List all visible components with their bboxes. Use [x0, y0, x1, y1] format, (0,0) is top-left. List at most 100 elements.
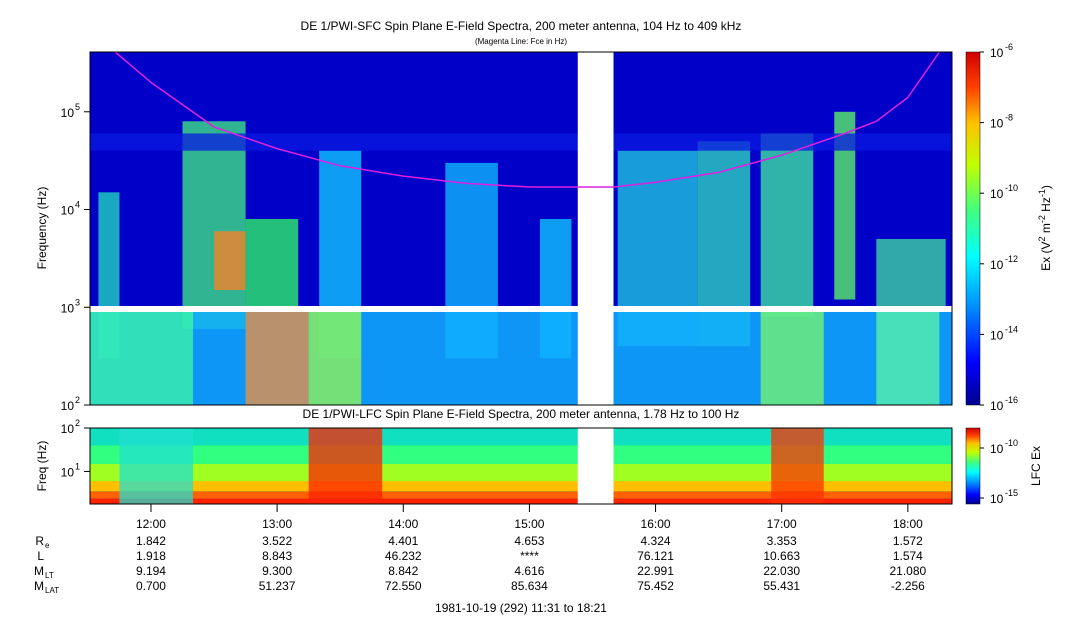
lfc-title: DE 1/PWI-LFC Spin Plane E-Field Spectra,… — [303, 407, 740, 421]
ephemeris-value-2-6: 21.080 — [889, 564, 926, 578]
time-axis: 12:00 13:00 14:00 15:00 16:00 17:00 18:00 — [136, 504, 923, 531]
sfc-cb-tick-label-1: 10 — [990, 117, 1004, 131]
ephemeris-value-3-1: 51.237 — [259, 579, 296, 593]
sfc-frame — [89, 51, 953, 406]
sfc-y-tick-exp-3: 5 — [75, 102, 80, 112]
sfc-y-tick-exp-2: 4 — [75, 200, 80, 210]
sfc-intensity-region-3 — [245, 218, 299, 308]
ephemeris-value-2-0: 9.194 — [136, 564, 166, 578]
ephemeris-value-2-1: 9.300 — [262, 564, 292, 578]
lfc-intensity-region-1 — [771, 428, 824, 504]
lfc-band-0 — [90, 498, 952, 504]
ephemeris-value-1-1: 8.843 — [262, 549, 292, 563]
sfc-data-gap — [577, 52, 614, 405]
ephemeris-label-sub-3: LAT — [45, 586, 59, 595]
ephemeris-label-1: L — [37, 549, 44, 563]
time-tick-label-3: 15:00 — [514, 517, 544, 531]
lfc-band-2 — [90, 481, 952, 492]
lfc-cb-tick-label-0: 10 — [990, 442, 1004, 456]
sfc-intensity-region-2 — [214, 231, 246, 291]
ephemeris-value-3-0: 0.700 — [136, 579, 166, 593]
ephemeris-value-0-4: 4.324 — [641, 534, 671, 548]
ephemeris-value-2-2: 8.842 — [388, 564, 418, 578]
lfc-band-1 — [90, 491, 952, 499]
lfc-y-tick-label-0: 10 — [61, 465, 75, 479]
ephemeris-value-2-4: 22.991 — [637, 564, 674, 578]
sfc-intensity-region-12 — [90, 133, 952, 151]
sfc-cb-label-part-5: -1 — [1037, 189, 1047, 197]
ephemeris-value-1-6: 1.574 — [893, 549, 923, 563]
lfc-data-gap — [577, 428, 614, 504]
time-tick-label-2: 14:00 — [388, 517, 418, 531]
lfc-cb-tick-label-1: 10 — [990, 492, 1004, 506]
sfc-cb-tick-exp-3: -12 — [1005, 254, 1018, 264]
sfc-cb-tick-exp-4: -14 — [1005, 324, 1018, 334]
ephemeris-value-3-3: 85.634 — [511, 579, 548, 593]
lfc-spectrogram — [90, 428, 952, 504]
ephemeris-label-3: M — [34, 579, 44, 593]
ephemeris-label-0: R — [35, 534, 44, 548]
sfc-cb-label-part-3: -2 — [1037, 215, 1047, 223]
time-tick-label-0: 12:00 — [136, 517, 166, 531]
ephemeris-value-3-4: 75.452 — [637, 579, 674, 593]
lfc-y-tick-exp-1: 2 — [75, 418, 80, 428]
sfc-title: DE 1/PWI-SFC Spin Plane E-Field Spectra,… — [301, 19, 742, 33]
ephemeris-value-1-5: 10.663 — [763, 549, 800, 563]
sfc-cb-tick-label-3: 10 — [990, 258, 1004, 272]
sfc-colorbar-label: Ex (V2 m-2 Hz-1) — [1037, 185, 1053, 271]
sfc-low-region-1 — [245, 312, 309, 405]
lfc-cb-tick-exp-0: -10 — [1005, 438, 1018, 448]
sfc-intensity-region-1 — [182, 121, 246, 329]
footer-date-range: 1981-10-19 (292) 11:31 to 18:21 — [435, 601, 607, 615]
lfc-y-tick-label-1: 10 — [61, 422, 75, 436]
sfc-cb-tick-exp-0: -6 — [1005, 42, 1013, 52]
ephemeris-value-3-2: 72.550 — [385, 579, 422, 593]
sfc-y-tick-label-3: 10 — [61, 106, 75, 120]
sfc-cb-tick-exp-5: -16 — [1005, 395, 1018, 405]
sfc-cb-tick-label-4: 10 — [990, 328, 1004, 342]
sfc-low-region-3 — [760, 312, 824, 405]
ephemeris-value-0-2: 4.401 — [388, 534, 418, 548]
ephemeris-value-0-6: 1.572 — [893, 534, 923, 548]
sfc-cb-tick-exp-1: -8 — [1005, 113, 1013, 123]
lfc-band-3 — [90, 463, 952, 482]
ephemeris-value-3-5: 55.431 — [763, 579, 800, 593]
ephemeris-value-2-5: 22.030 — [763, 564, 800, 578]
sfc-y-tick-label-2: 10 — [61, 204, 75, 218]
lfc-intensity-region-2 — [119, 428, 194, 504]
ephemeris-value-2-3: 4.616 — [514, 564, 544, 578]
sfc-cb-tick-label-0: 10 — [990, 46, 1004, 60]
ephemeris-value-1-0: 1.918 — [136, 549, 166, 563]
time-tick-label-1: 13:00 — [262, 517, 292, 531]
time-tick-label-4: 16:00 — [641, 517, 671, 531]
ephemeris-value-0-0: 1.842 — [136, 534, 166, 548]
sfc-cb-tick-label-2: 10 — [990, 187, 1004, 201]
sfc-cb-label-part-6: ) — [1039, 185, 1053, 189]
lfc-intensity-region-0 — [308, 428, 383, 504]
sfc-low-region-0 — [90, 312, 194, 405]
sfc-y-tick-label-1: 10 — [61, 301, 75, 315]
ephemeris-value-1-4: 76.121 — [637, 549, 674, 563]
ephemeris-value-0-1: 3.522 — [262, 534, 292, 548]
ephemeris-value-1-2: 46.232 — [385, 549, 422, 563]
lfc-band-4 — [90, 445, 952, 464]
sfc-cb-label-part-2: m — [1039, 223, 1053, 236]
sfc-low-region-4 — [876, 312, 940, 405]
lfc-band-5 — [90, 428, 952, 446]
lfc-colorbar-label: LFC Ex — [1029, 446, 1043, 486]
sfc-cb-label-part-4: Hz — [1039, 197, 1053, 215]
ephemeris-label-sub-2: LT — [45, 571, 54, 580]
sfc-colorbar — [965, 51, 981, 406]
sfc-cb-tick-exp-2: -10 — [1005, 183, 1018, 193]
ephemeris-value-0-5: 3.353 — [767, 534, 797, 548]
lfc-y-tick-exp-0: 1 — [75, 461, 80, 471]
sfc-intensity-region-9 — [760, 133, 814, 317]
sfc-band-separator — [90, 306, 952, 312]
ephemeris-value-3-6: -2.256 — [891, 579, 925, 593]
sfc-y-tick-label-0: 10 — [61, 399, 75, 413]
lfc-cb-tick-exp-1: -15 — [1005, 488, 1018, 498]
